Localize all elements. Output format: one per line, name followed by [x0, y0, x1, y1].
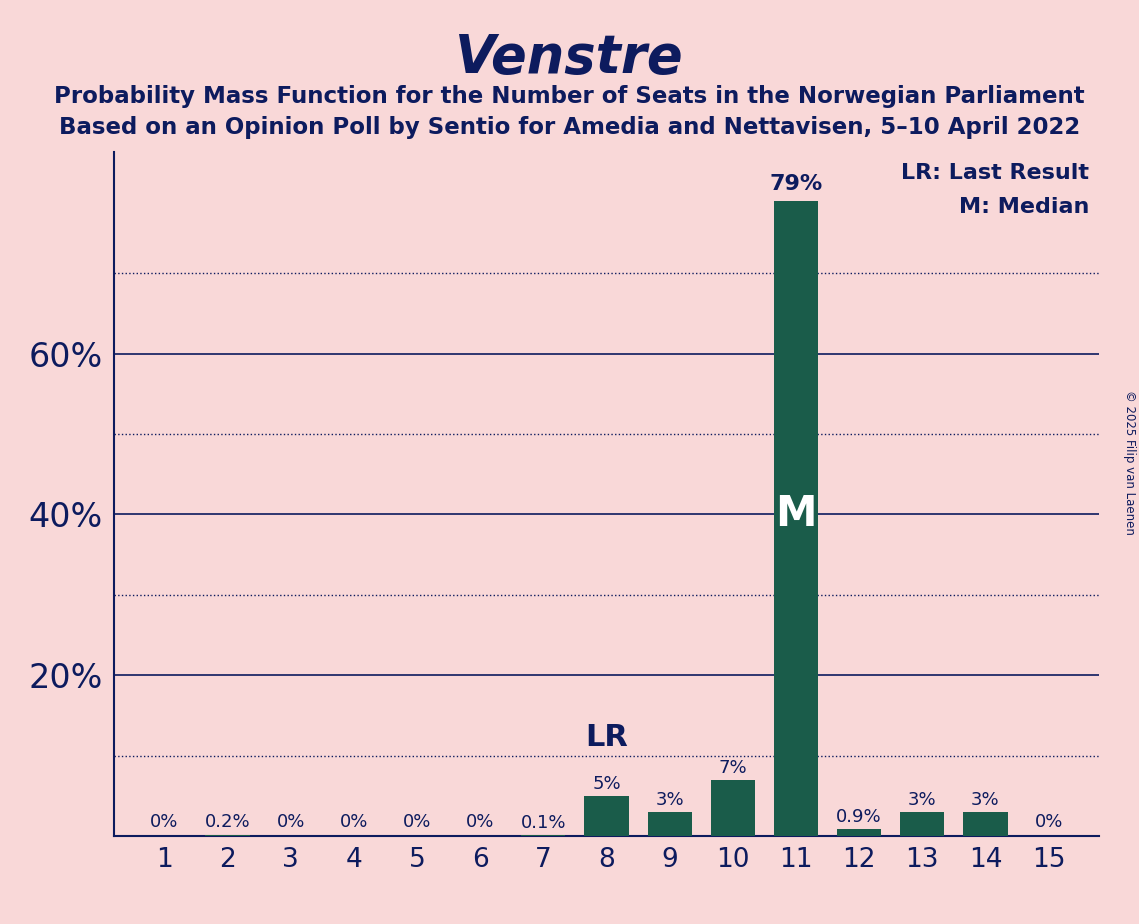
Text: 0%: 0%	[339, 813, 368, 832]
Text: LR: LR	[585, 723, 628, 752]
Bar	[900, 812, 944, 836]
Text: 0%: 0%	[150, 813, 179, 832]
Text: © 2025 Filip van Laenen: © 2025 Filip van Laenen	[1123, 390, 1137, 534]
Text: 79%: 79%	[769, 175, 822, 194]
Bar	[648, 812, 691, 836]
Text: 0.9%: 0.9%	[836, 808, 882, 826]
Bar	[711, 780, 755, 836]
Text: 0.1%: 0.1%	[521, 814, 566, 833]
Text: Based on an Opinion Poll by Sentio for Amedia and Nettavisen, 5–10 April 2022: Based on an Opinion Poll by Sentio for A…	[59, 116, 1080, 140]
Bar	[773, 201, 818, 836]
Text: Venstre: Venstre	[456, 32, 683, 84]
Text: 7%: 7%	[719, 759, 747, 777]
Text: 3%: 3%	[908, 791, 936, 808]
Text: 5%: 5%	[592, 775, 621, 793]
Text: 0%: 0%	[277, 813, 305, 832]
Bar	[205, 834, 249, 836]
Text: 0%: 0%	[1034, 813, 1063, 832]
Bar	[964, 812, 1008, 836]
Text: 3%: 3%	[655, 791, 685, 808]
Text: 3%: 3%	[972, 791, 1000, 808]
Text: M: M	[776, 493, 817, 535]
Bar	[584, 796, 629, 836]
Text: Probability Mass Function for the Number of Seats in the Norwegian Parliament: Probability Mass Function for the Number…	[55, 85, 1084, 108]
Text: 0%: 0%	[466, 813, 494, 832]
Text: 0%: 0%	[403, 813, 432, 832]
Bar	[837, 829, 882, 836]
Text: LR: Last Result: LR: Last Result	[901, 163, 1089, 183]
Text: 0.2%: 0.2%	[205, 813, 251, 832]
Text: M: Median: M: Median	[959, 197, 1089, 217]
